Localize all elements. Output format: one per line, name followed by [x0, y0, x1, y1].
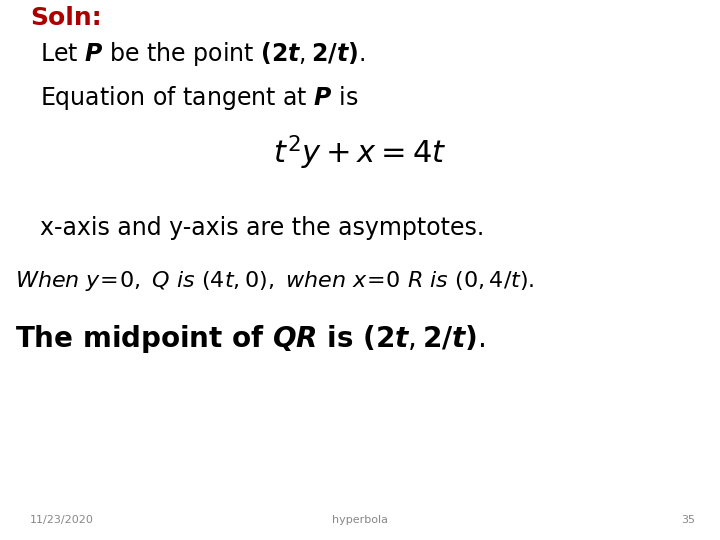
- Text: 11/23/2020: 11/23/2020: [30, 515, 94, 525]
- Text: 35: 35: [681, 515, 695, 525]
- Text: The midpoint of $\boldsymbol{QR}$ is $\boldsymbol{(2t,2/t).}$: The midpoint of $\boldsymbol{QR}$ is $\b…: [15, 323, 485, 355]
- Text: When $y\!=\!0,$ $Q$ is $(4t,0),$ when $x\!=\!0$ $R$ is $(0,4/t).$: When $y\!=\!0,$ $Q$ is $(4t,0),$ when $x…: [15, 269, 534, 293]
- Text: Soln:: Soln:: [30, 6, 102, 30]
- Text: hyperbola: hyperbola: [332, 515, 388, 525]
- Text: Equation of tangent at $\boldsymbol{P}$ is: Equation of tangent at $\boldsymbol{P}$ …: [40, 84, 359, 112]
- Text: $t^2 y + x = 4t$: $t^2 y + x = 4t$: [273, 133, 447, 172]
- Text: x-axis and y-axis are the asymptotes.: x-axis and y-axis are the asymptotes.: [40, 216, 485, 240]
- Text: Let $\boldsymbol{P}$ be the point $\boldsymbol{(2t,2/t).}$: Let $\boldsymbol{P}$ be the point $\bold…: [40, 40, 365, 68]
